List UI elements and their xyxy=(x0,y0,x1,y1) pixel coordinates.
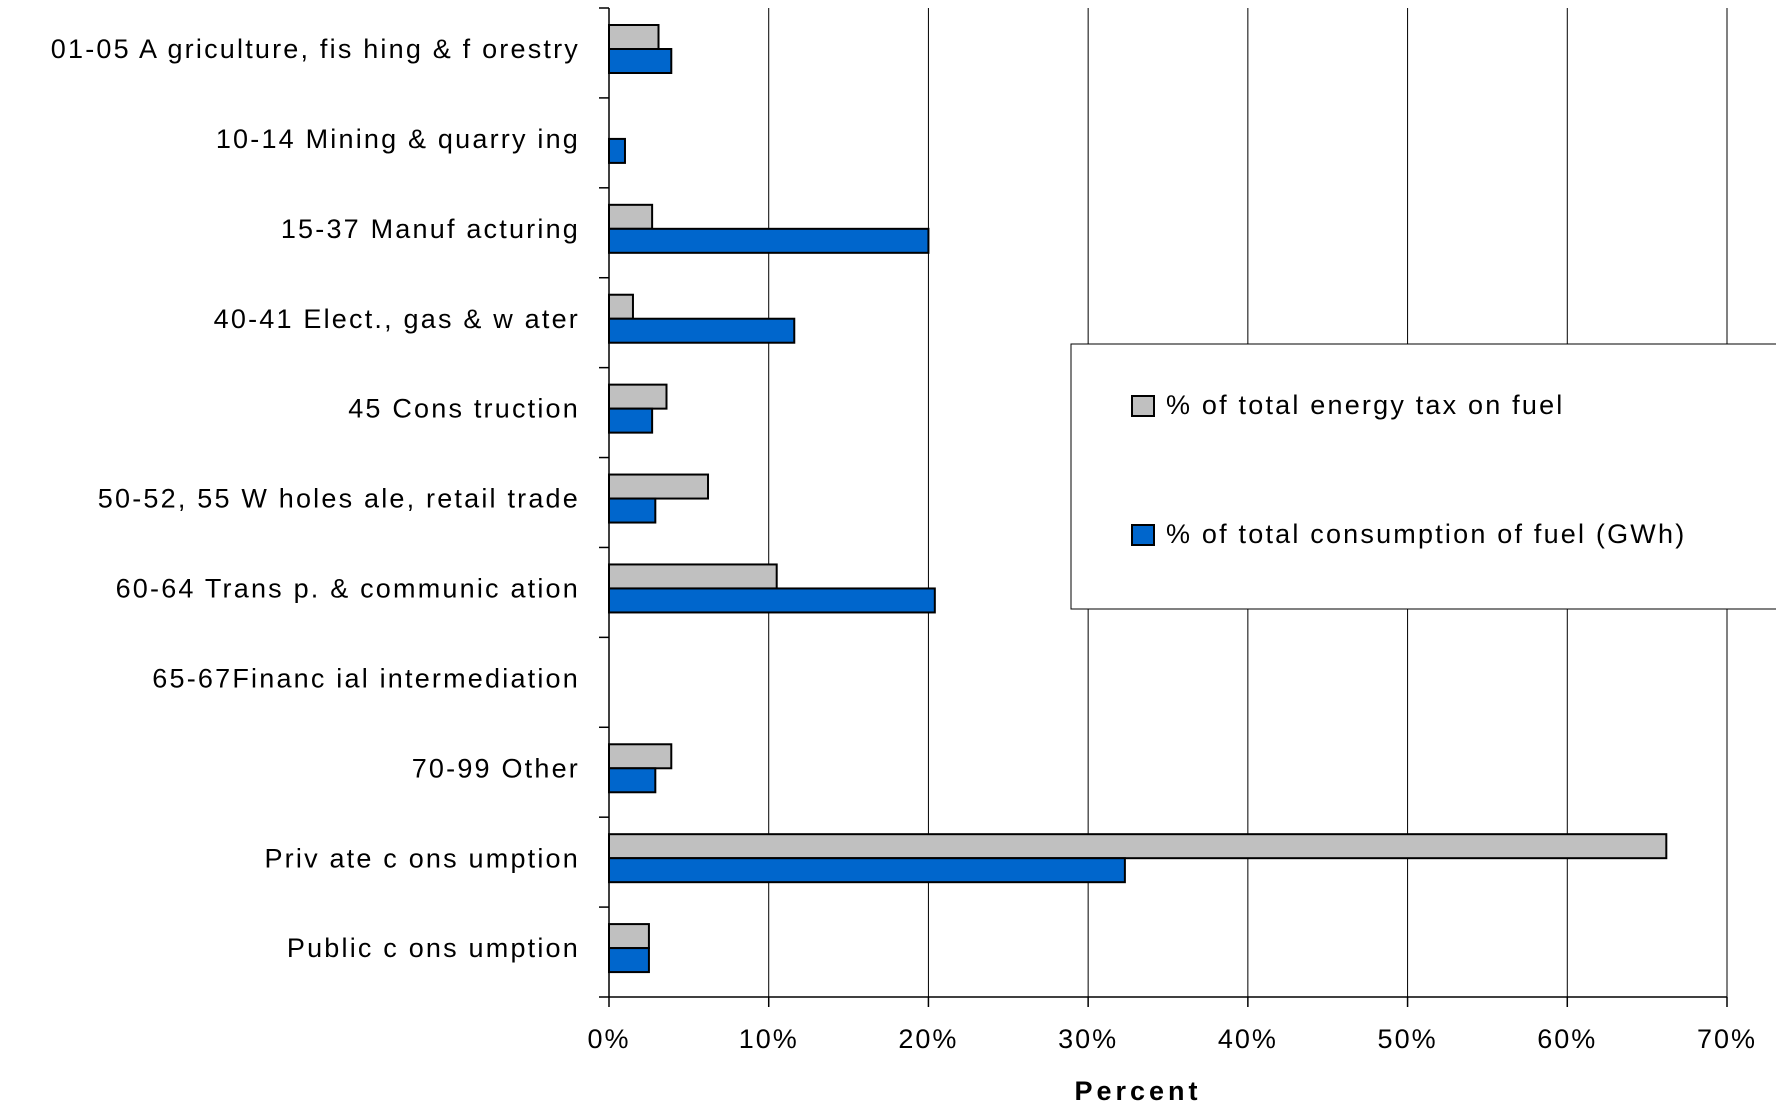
bar-series2-cat9 xyxy=(608,767,657,794)
category-label-11: Public c ons umption xyxy=(287,933,580,963)
x-tick-label-4: 40% xyxy=(1218,1024,1278,1054)
category-label-3: 15-37 Manuf acturing xyxy=(281,214,580,244)
category-label-2: 10-14 Mining & quarry ing xyxy=(216,124,580,154)
bar-series1-cat3 xyxy=(608,203,654,230)
category-label-1: 01-05 A griculture, fis hing & f orestry xyxy=(51,34,580,64)
bar-series2-cat10 xyxy=(608,857,1126,884)
x-tick-labels: 0% 10% 20% 30% 40% 50% 60% 70% xyxy=(587,1024,1757,1054)
category-label-7: 60-64 Trans p. & communic ation xyxy=(116,574,580,604)
bar-series1-cat11 xyxy=(608,923,650,950)
bar-series1-cat1 xyxy=(608,24,660,50)
bar-series1-cat6 xyxy=(608,473,710,500)
x-tick-label-7: 70% xyxy=(1697,1024,1757,1054)
bar-series1-cat4 xyxy=(608,293,634,320)
x-axis-title: Percent xyxy=(1074,1076,1201,1106)
category-label-5: 45 Cons truction xyxy=(348,394,580,424)
bar-series2-cat11 xyxy=(608,947,650,974)
x-tick-label-0: 0% xyxy=(587,1024,630,1054)
bar-series1-cat7 xyxy=(608,563,778,590)
axes xyxy=(599,7,1728,1007)
x-tick-label-5: 50% xyxy=(1378,1024,1438,1054)
bar-series2-cat7 xyxy=(608,587,936,614)
bar-series2-cat1 xyxy=(608,48,673,74)
bar-series1-cat5 xyxy=(608,383,668,410)
legend-label-1: % of total energy tax on fuel xyxy=(1166,390,1565,420)
x-tick-label-2: 20% xyxy=(898,1024,958,1054)
legend-swatch-1 xyxy=(1131,395,1155,417)
bar-series2-cat2 xyxy=(608,137,626,164)
x-tick-label-1: 10% xyxy=(739,1024,799,1054)
legend-label-2: % of total consumption of fuel (GWh) xyxy=(1166,519,1686,549)
legend-swatch-2 xyxy=(1131,524,1155,546)
bar-series2-cat5 xyxy=(608,407,654,434)
category-label-8: 65-67Financ ial intermediation xyxy=(152,663,580,693)
category-label-9: 70-99 Other xyxy=(412,753,580,783)
bar-series2-cat3 xyxy=(608,227,930,254)
bars xyxy=(608,24,1668,974)
category-labels: 01-05 A griculture, fis hing & f orestry… xyxy=(51,34,580,963)
category-label-6: 50-52, 55 W holes ale, retail trade xyxy=(98,484,580,514)
x-tick-label-3: 30% xyxy=(1058,1024,1118,1054)
category-label-10: Priv ate c ons umption xyxy=(264,843,580,873)
bar-series2-cat6 xyxy=(608,497,657,524)
category-label-4: 40-41 Elect., gas & w ater xyxy=(214,304,580,334)
bar-series1-cat10 xyxy=(608,833,1668,860)
legend: % of total energy tax on fuel % of total … xyxy=(1070,343,1776,610)
bar-series2-cat4 xyxy=(608,317,796,344)
x-tick-label-6: 60% xyxy=(1537,1024,1597,1054)
legend-box xyxy=(1070,343,1776,610)
bar-series1-cat9 xyxy=(608,743,673,770)
